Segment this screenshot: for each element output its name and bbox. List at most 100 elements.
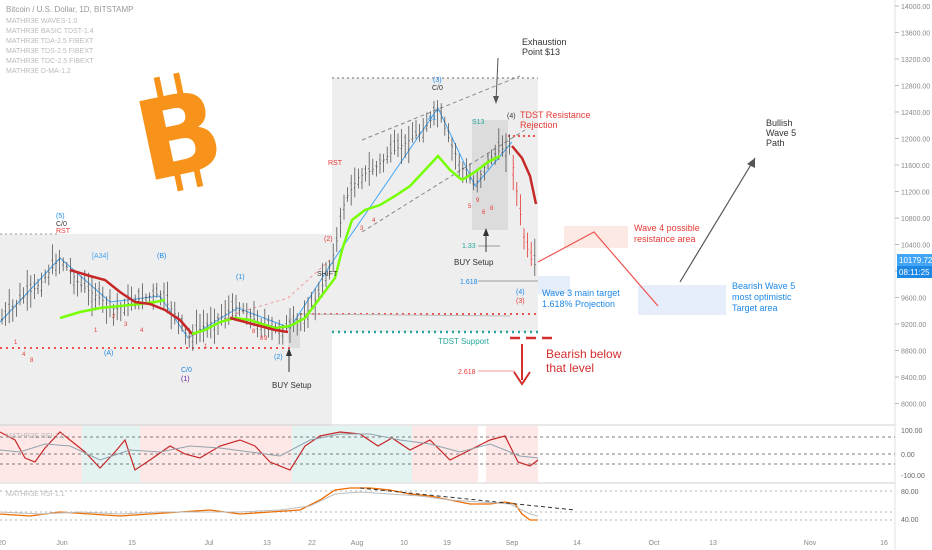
wave-structure-line [0,106,513,339]
b3-label: (B) [157,253,166,260]
rei-line-red [0,431,539,471]
bearish-below-line-1: Bearish below [546,347,622,361]
td-count: 1 [94,328,98,334]
bullish-line-2: Wave 5 [766,128,796,138]
one-mid-label: (1) [236,274,245,281]
price-tick-label: 12400.00 [901,110,930,117]
ma-red-3 [511,145,538,205]
bearish-arrow-head [513,371,531,386]
price-label: 10179.72 [899,256,932,265]
time-tick-label: 14 [573,540,581,547]
price-tick-label: 11600.00 [901,163,930,170]
ma-green-1 [59,298,166,320]
td-count: 5 [468,204,472,210]
time-tick-label: Jun [56,540,67,547]
time-tick-label: 19 [443,540,451,547]
fib-133-label: 1.33 [462,243,476,250]
indicator-label[interactable]: MATHR3E TDC-2.5 FIBEXT [6,58,94,65]
bearish-below-line-2: that level [546,361,594,375]
bearish-wave5-line-1: Bearish Wave 5 [732,281,795,291]
gray-level-line [299,313,511,317]
time-tick-label: Aug [351,540,364,547]
rei-axis-0: 0.00 [901,452,915,459]
time-tick-label: 13 [709,540,717,547]
rsi-line-orange [0,487,538,521]
buy-setup-pointer-1-head [286,348,292,356]
td-count: 3 [124,322,128,328]
td-count: 8 [30,358,34,364]
buy-setup-label-1: BUY Setup [272,381,312,390]
tdst-support-label: TDST Support [438,337,490,346]
price-tick-label: 14000.00 [901,4,930,11]
rst-2-label: RST [328,160,343,167]
indicator-label[interactable]: MATHR3E WAVES-1.0 [6,18,78,25]
price-tick-label: 8400.00 [901,375,926,382]
indicator-label[interactable]: MATHR3E TDS-2.5 FIBEXT [6,48,94,55]
td-count: 9 [476,198,480,204]
ma-red-1 [69,268,193,335]
price-tick-label: 10400.00 [901,243,930,250]
td-count: 1 [204,344,208,350]
s13-label: S13 [472,119,485,126]
wave3-top-label: (3) [433,77,442,84]
time-tick-label: 13 [263,540,271,547]
td-count: 4 [22,352,26,358]
indicator-label[interactable]: MATHR3E TDA-2.5 FIBEXT [6,38,94,45]
wave3-target-line-2: 1.618% Projection [542,299,615,309]
a-low-label: (A) [104,350,113,357]
exhaustion-pointer-head [493,96,499,104]
td-count: 8 [260,336,264,342]
wave-labels: (5) C/0 RST (3) C/0 (4) (4) (3) [A34] (B… [56,77,525,383]
time-tick-label: Nov [804,540,817,547]
ma-red-2 [229,316,289,334]
td-count: 1 [14,340,18,346]
bullish-path-arrow [679,157,756,283]
exhaustion-line-1: Exhaustion [522,37,567,47]
indicator-label[interactable]: MATHR3E BASIC TDST-1.4 [6,28,94,35]
td-count: 2 [112,314,116,320]
a1-label: A1 [428,115,437,122]
buy-setup-pointer-2-head [483,228,489,236]
price-tick-label: 13600.00 [901,31,930,38]
one-low-label: (1) [181,376,190,383]
price-label-box [897,254,932,266]
fib-2618-label: 2.618 [458,369,476,376]
tdst-resistance-line-1: TDST Resistance [520,110,590,120]
time-tick-label: Sep [506,540,519,547]
buy-setup-label-2: BUY Setup [454,258,494,267]
td-count: 3 [360,226,364,232]
wave4-path [537,231,659,307]
bullish-arrow-head [747,158,755,168]
two-low-label: (2) [274,354,283,361]
rst-1-label: RST [56,228,71,235]
countdown-label: 08:11:25 [899,268,930,277]
price-tick-label: 10800.00 [901,216,930,223]
annotations: Exhaustion Point $13 TDST Resistance Rej… [272,37,796,390]
price-axis[interactable]: 14000.00 13600.00 13200.00 12800.00 12400.00… [895,4,930,409]
price-tick-label: 12800.00 [901,84,930,91]
bearish-wave5-line-2: most optimistic [732,292,792,302]
rei-axis-100: 100.00 [901,428,923,435]
exhaustion-pointer [495,57,499,103]
wave4-low-label: (4) [516,289,525,296]
price-tick-label: 11200.00 [901,190,930,197]
indicator-list[interactable]: MATHR3E WAVES-1.0 MATHR3E BASIC TDST-1.4 M… [6,18,94,75]
rei-panel[interactable]: MATHR3E REI-1.0 100.00 0.00 -100.00 [0,426,925,482]
price-tick-label: 12000.00 [901,137,930,144]
time-tick-label: 15 [128,540,136,547]
wave5-label: (5) [56,213,65,220]
price-tick-label: 13200.00 [901,57,930,64]
time-tick-label: 20 [0,540,6,547]
bitcoin-logo: B [125,65,234,208]
td-count: 6 [482,210,486,216]
shift-label: SHIFT [317,271,338,278]
td-count: 8 [490,206,494,212]
time-axis[interactable]: 20 Jun 15 Jul 13 22 Aug 10 19 Sep 14 Oct 13 Nov 16 [0,540,888,547]
indicator-label[interactable]: MATHR3E D-MA-1.2 [6,68,71,75]
chart-title: Bitcoin / U.S. Dollar, 1D, BITSTAMP [6,5,133,14]
ma-green-2 [191,154,463,336]
rsi-panel[interactable]: MATHR3E RSI-1.1 80.00 40.00 [0,487,919,524]
rsi-axis-80: 80.00 [901,489,919,496]
